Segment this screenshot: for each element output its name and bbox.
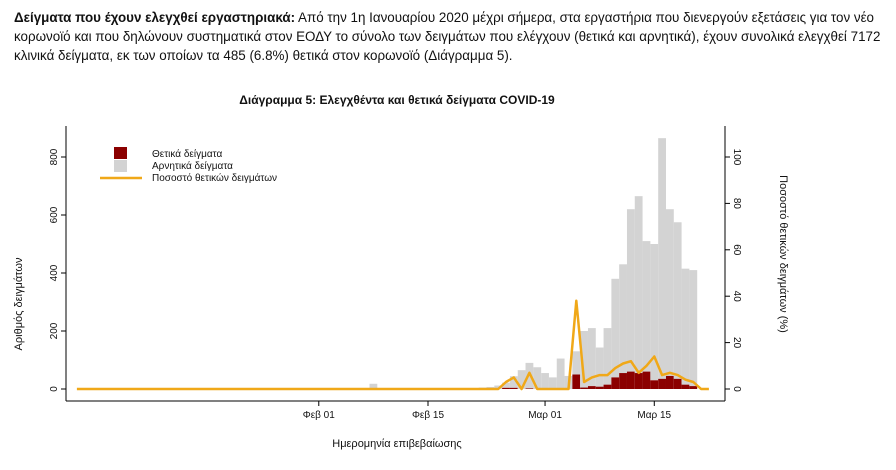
bar-positive bbox=[626, 371, 635, 389]
bar-positive bbox=[587, 386, 596, 389]
bar-positive bbox=[603, 384, 612, 389]
bar-positive bbox=[642, 371, 651, 389]
y-tick-label: 0 bbox=[49, 386, 60, 392]
y2-tick-label: 60 bbox=[731, 244, 742, 256]
bar-negative bbox=[626, 209, 635, 372]
y2-tick-label: 80 bbox=[731, 198, 742, 210]
bar-negative bbox=[517, 370, 526, 389]
bar-positive bbox=[634, 373, 643, 389]
chart-title: Διάγραμμα 5: Ελεγχθέντα και θετικά δείγμ… bbox=[239, 93, 555, 107]
bar-negative bbox=[634, 196, 643, 374]
x-axis-label: Ημερομηνία επιβεβαίωσης bbox=[332, 438, 461, 450]
bar-negative bbox=[611, 278, 620, 378]
bar-positive bbox=[658, 378, 666, 389]
bar-negative bbox=[603, 328, 612, 385]
bar-negative bbox=[580, 331, 588, 388]
intro-paragraph: Δείγματα που έχουν ελεγχθεί εργαστηριακά… bbox=[14, 8, 886, 65]
y-tick-label: 200 bbox=[49, 322, 60, 339]
percent-line bbox=[76, 299, 709, 391]
bar-positive bbox=[689, 386, 698, 389]
legend-swatch-positive bbox=[114, 147, 127, 159]
bar-negative bbox=[665, 209, 674, 376]
bar-negative bbox=[673, 222, 682, 379]
intro-bold-lead: Δείγματα που έχουν ελεγχθεί εργαστηριακά… bbox=[14, 10, 296, 25]
legend-label-negative: Αρνητικά δείγματα bbox=[152, 160, 233, 172]
x-tick-label: Μαρ 01 bbox=[528, 410, 562, 421]
plot-area: 0 200 400 600 800 0 20 40 60 80 100 Φεβ 01 Φεβ 15 Μαρ… bbox=[49, 126, 742, 421]
bar-positive bbox=[619, 373, 627, 389]
bar-positive bbox=[665, 375, 674, 389]
y-tick-label: 400 bbox=[49, 264, 60, 281]
bar-negative bbox=[650, 244, 659, 381]
bar-positive bbox=[525, 388, 534, 389]
y2-tick-label: 40 bbox=[731, 291, 742, 303]
bar-negative bbox=[541, 373, 549, 389]
x-tick-label: Φεβ 15 bbox=[412, 410, 445, 421]
bar-positive bbox=[611, 377, 620, 389]
bar-negative bbox=[642, 241, 651, 372]
y-tick-label: 600 bbox=[49, 206, 60, 223]
bar-positive bbox=[681, 384, 690, 389]
bar-negative bbox=[533, 367, 542, 389]
samples-chart: Διάγραμμα 5: Ελεγχθέντα και θετικά δείγμ… bbox=[13, 93, 789, 450]
bar-negative bbox=[689, 270, 698, 387]
x-tick-label: Μαρ 15 bbox=[637, 410, 671, 421]
bar-negative bbox=[502, 382, 510, 388]
bar-positive bbox=[502, 387, 510, 389]
bar-negative bbox=[548, 377, 557, 389]
bar-positive bbox=[650, 380, 659, 389]
y2-axis-label: Ποσοστό θετικών δειγμάτων (%) bbox=[777, 175, 789, 333]
bar-negative bbox=[509, 376, 518, 388]
bar-negative bbox=[681, 268, 690, 385]
intro-text: Από την 1η Ιανουαρίου 2020 μέχρι σήμερα,… bbox=[14, 10, 881, 63]
bar-negative bbox=[595, 347, 604, 387]
bar-negative bbox=[658, 138, 666, 379]
y2-tick-label: 100 bbox=[731, 149, 742, 166]
bar-positive bbox=[509, 387, 518, 389]
bar-negative bbox=[572, 351, 581, 375]
legend-label-positive: Θετικά δείγματα bbox=[152, 148, 222, 160]
y2-tick-label: 20 bbox=[731, 337, 742, 349]
bar-negative bbox=[556, 358, 565, 389]
bar-positive bbox=[595, 386, 604, 389]
bar-positive bbox=[673, 378, 682, 389]
x-tick-label: Φεβ 01 bbox=[303, 410, 336, 421]
bar-negative bbox=[369, 383, 378, 389]
y-axis-label: Αριθμός δειγμάτων bbox=[13, 257, 25, 350]
bar-negative bbox=[494, 385, 503, 389]
bar-positive bbox=[572, 374, 581, 389]
bar-positive bbox=[580, 387, 588, 389]
legend-swatch-negative bbox=[114, 160, 127, 172]
bar-negative bbox=[619, 264, 627, 374]
y2-tick-label: 0 bbox=[731, 386, 742, 392]
y-tick-label: 800 bbox=[49, 148, 60, 165]
bar-negative bbox=[587, 328, 596, 387]
legend-label-percent: Ποσοστό θετικών δειγμάτων bbox=[152, 172, 277, 184]
